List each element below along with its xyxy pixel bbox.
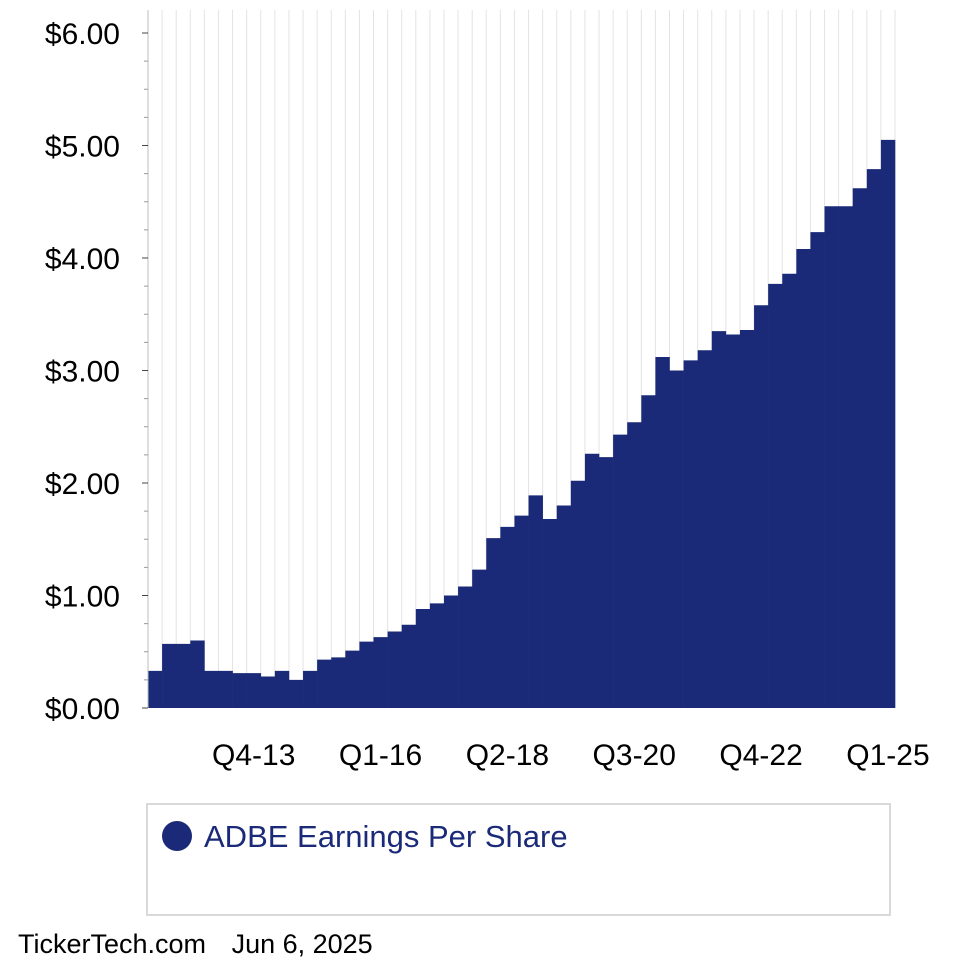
x-tick-label: Q4-22 <box>719 739 802 772</box>
y-tick-label: $3.00 <box>45 356 120 389</box>
bar <box>880 139 896 708</box>
bar <box>218 670 233 708</box>
bar <box>711 331 727 708</box>
bar <box>683 360 698 708</box>
bar <box>641 395 656 708</box>
bar <box>232 673 247 708</box>
bar <box>782 273 797 708</box>
bar <box>246 673 262 708</box>
bar <box>458 586 473 708</box>
x-tick-label: Q4-13 <box>212 739 295 772</box>
bar <box>866 169 882 708</box>
bar <box>345 650 360 708</box>
bars <box>148 139 896 708</box>
bar <box>556 505 572 708</box>
bar <box>542 519 558 708</box>
bar <box>852 188 868 708</box>
bar <box>810 232 825 708</box>
bar <box>274 670 290 708</box>
bar <box>190 640 205 708</box>
bar <box>669 370 684 708</box>
bar <box>725 334 741 708</box>
bar <box>387 631 402 708</box>
bar <box>514 515 529 708</box>
bar <box>415 609 431 708</box>
bar <box>486 538 501 708</box>
bar <box>528 495 543 708</box>
bar <box>303 670 318 708</box>
bar <box>429 603 445 708</box>
x-tick-label: Q1-25 <box>846 739 929 772</box>
legend-marker <box>162 821 192 851</box>
bar <box>739 330 755 708</box>
y-tick-label: $6.00 <box>45 18 120 51</box>
bar <box>443 595 459 708</box>
bar <box>584 453 600 708</box>
bar <box>768 283 783 708</box>
bar <box>599 457 614 708</box>
bar <box>655 357 670 708</box>
bar <box>824 206 839 708</box>
bar <box>796 249 811 708</box>
y-tick-label: $2.00 <box>45 468 120 501</box>
bar <box>500 526 515 708</box>
bar <box>331 657 346 708</box>
bar <box>472 569 487 708</box>
bar <box>627 422 642 708</box>
y-tick-label: $5.00 <box>45 131 120 164</box>
bar <box>176 643 191 708</box>
bar <box>260 676 276 708</box>
bar <box>613 434 628 708</box>
bar <box>373 637 388 708</box>
bar <box>697 350 713 708</box>
footer: TickerTech.com Jun 6, 2025 <box>18 929 391 960</box>
x-tick-labels: Q4-13 Q1-16 Q2-18 Q3-20 Q4-22 Q1-25 <box>212 739 930 772</box>
bar <box>838 206 854 708</box>
bar <box>401 624 417 708</box>
legend-label: ADBE Earnings Per Share <box>204 819 568 854</box>
x-tick-label: Q2-18 <box>466 739 549 772</box>
bar <box>162 643 177 708</box>
legend: ADBE Earnings Per Share <box>146 803 891 916</box>
y-tick-label: $1.00 <box>45 581 120 614</box>
y-tick-labels: $0.00 $1.00 $2.00 $3.00 $4.00 $5.00 $6.00 <box>45 18 120 726</box>
axes <box>142 10 149 709</box>
bar <box>754 305 769 708</box>
bar <box>288 679 304 708</box>
x-tick-label: Q3-20 <box>593 739 676 772</box>
eps-bar-chart: $0.00 $1.00 $2.00 $3.00 $4.00 $5.00 $6.00 Q4-1… <box>45 10 930 772</box>
y-tick-label: $4.00 <box>45 243 120 276</box>
x-tick-label: Q1-16 <box>339 739 422 772</box>
bar <box>317 659 332 708</box>
bar <box>570 480 586 708</box>
footer-site: TickerTech.com <box>18 929 207 959</box>
footer-date: Jun 6, 2025 <box>231 929 373 959</box>
bar <box>148 670 163 708</box>
bar <box>204 670 219 708</box>
y-tick-label: $0.00 <box>45 693 120 726</box>
bar <box>359 641 374 708</box>
